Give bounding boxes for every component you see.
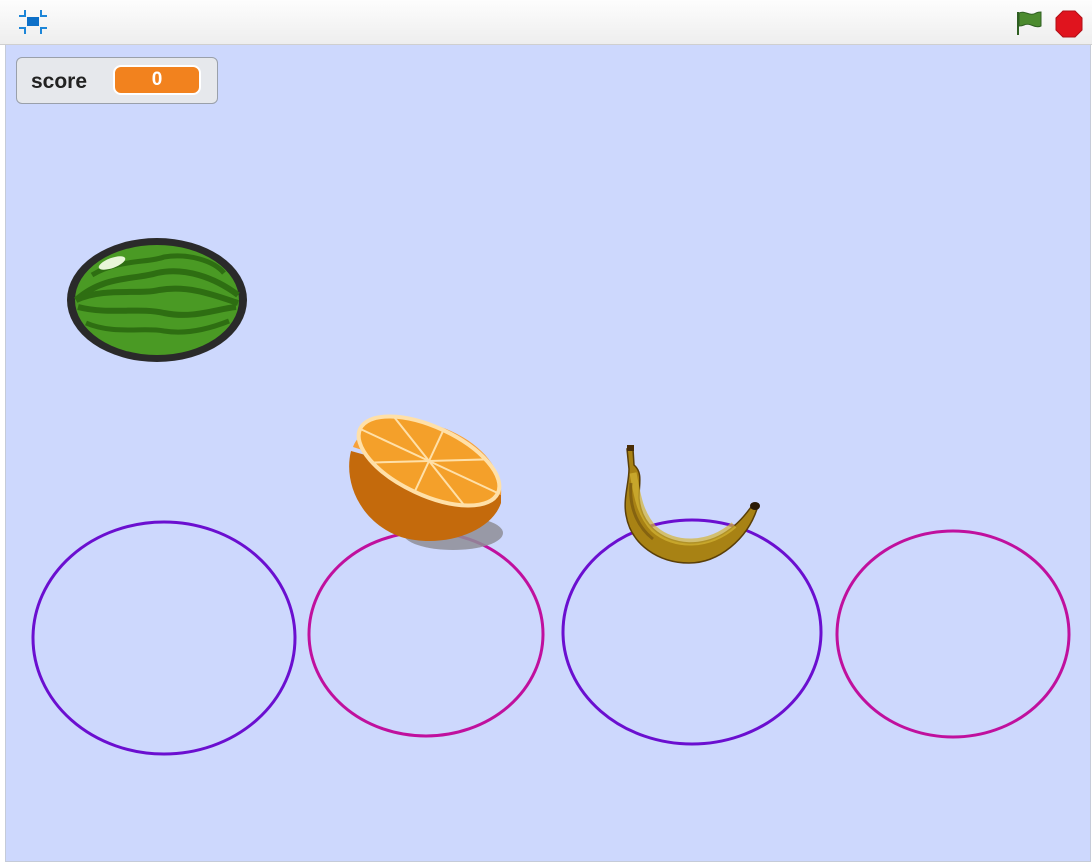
small-stage-icon[interactable] [16, 8, 50, 36]
stage-header-bar [0, 0, 1092, 45]
target-ring-1[interactable] [31, 518, 298, 758]
watermelon-sprite[interactable] [64, 235, 250, 365]
target-ring-3[interactable] [559, 515, 825, 749]
stop-icon[interactable] [1054, 9, 1084, 39]
orange-sprite[interactable] [341, 413, 511, 555]
monitor-value: 0 [113, 65, 201, 95]
target-ring-2[interactable] [306, 530, 546, 742]
stage[interactable]: score 0 [5, 45, 1091, 862]
green-flag-icon[interactable] [1013, 9, 1045, 37]
target-ring-4[interactable] [833, 529, 1073, 743]
banana-sprite[interactable] [619, 443, 769, 569]
score-monitor[interactable]: score 0 [16, 57, 218, 104]
monitor-label: score [31, 70, 88, 93]
